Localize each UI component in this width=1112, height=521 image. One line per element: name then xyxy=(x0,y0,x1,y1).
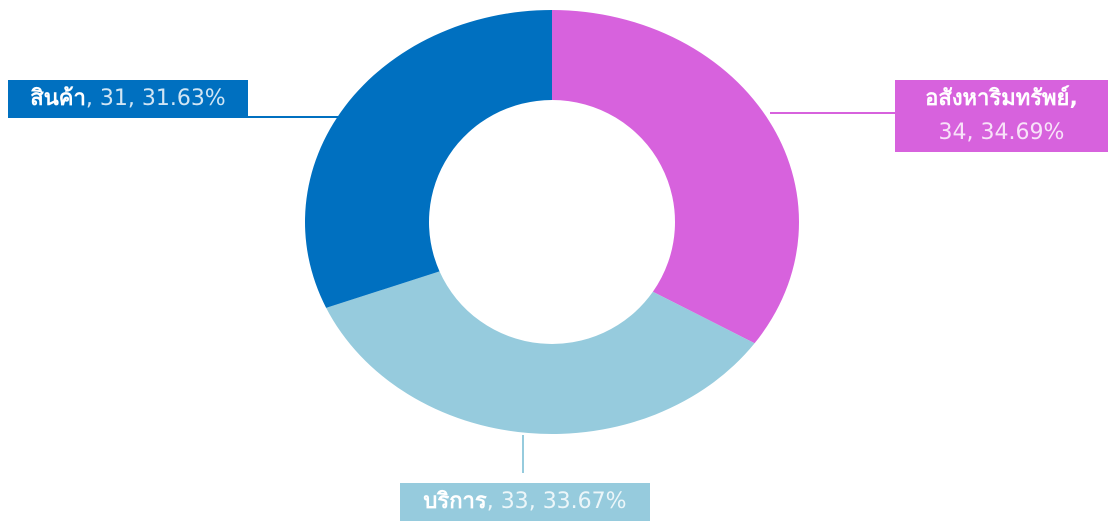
label-percent: 33.67% xyxy=(529,489,627,514)
label-name: อสังหาริมทรัพย์ xyxy=(925,86,1070,111)
data-label: บริการ3333.67% xyxy=(400,483,650,521)
label-percent: 34.69% xyxy=(967,120,1065,145)
label-value: 31 xyxy=(86,86,128,111)
label-value: 33 xyxy=(487,489,529,514)
donut-slice xyxy=(326,271,755,434)
donut-slice xyxy=(552,10,800,344)
label-value: 34 xyxy=(938,120,967,145)
donut-slice xyxy=(304,10,552,308)
label-name: บริการ xyxy=(423,489,487,514)
data-label: สินค้า3131.63% xyxy=(8,80,248,118)
label-name: สินค้า xyxy=(30,86,86,111)
label-percent: 31.63% xyxy=(128,86,226,111)
separator xyxy=(1069,86,1077,111)
data-label: อสังหาริมทรัพย์ 3434.69% xyxy=(895,80,1108,152)
